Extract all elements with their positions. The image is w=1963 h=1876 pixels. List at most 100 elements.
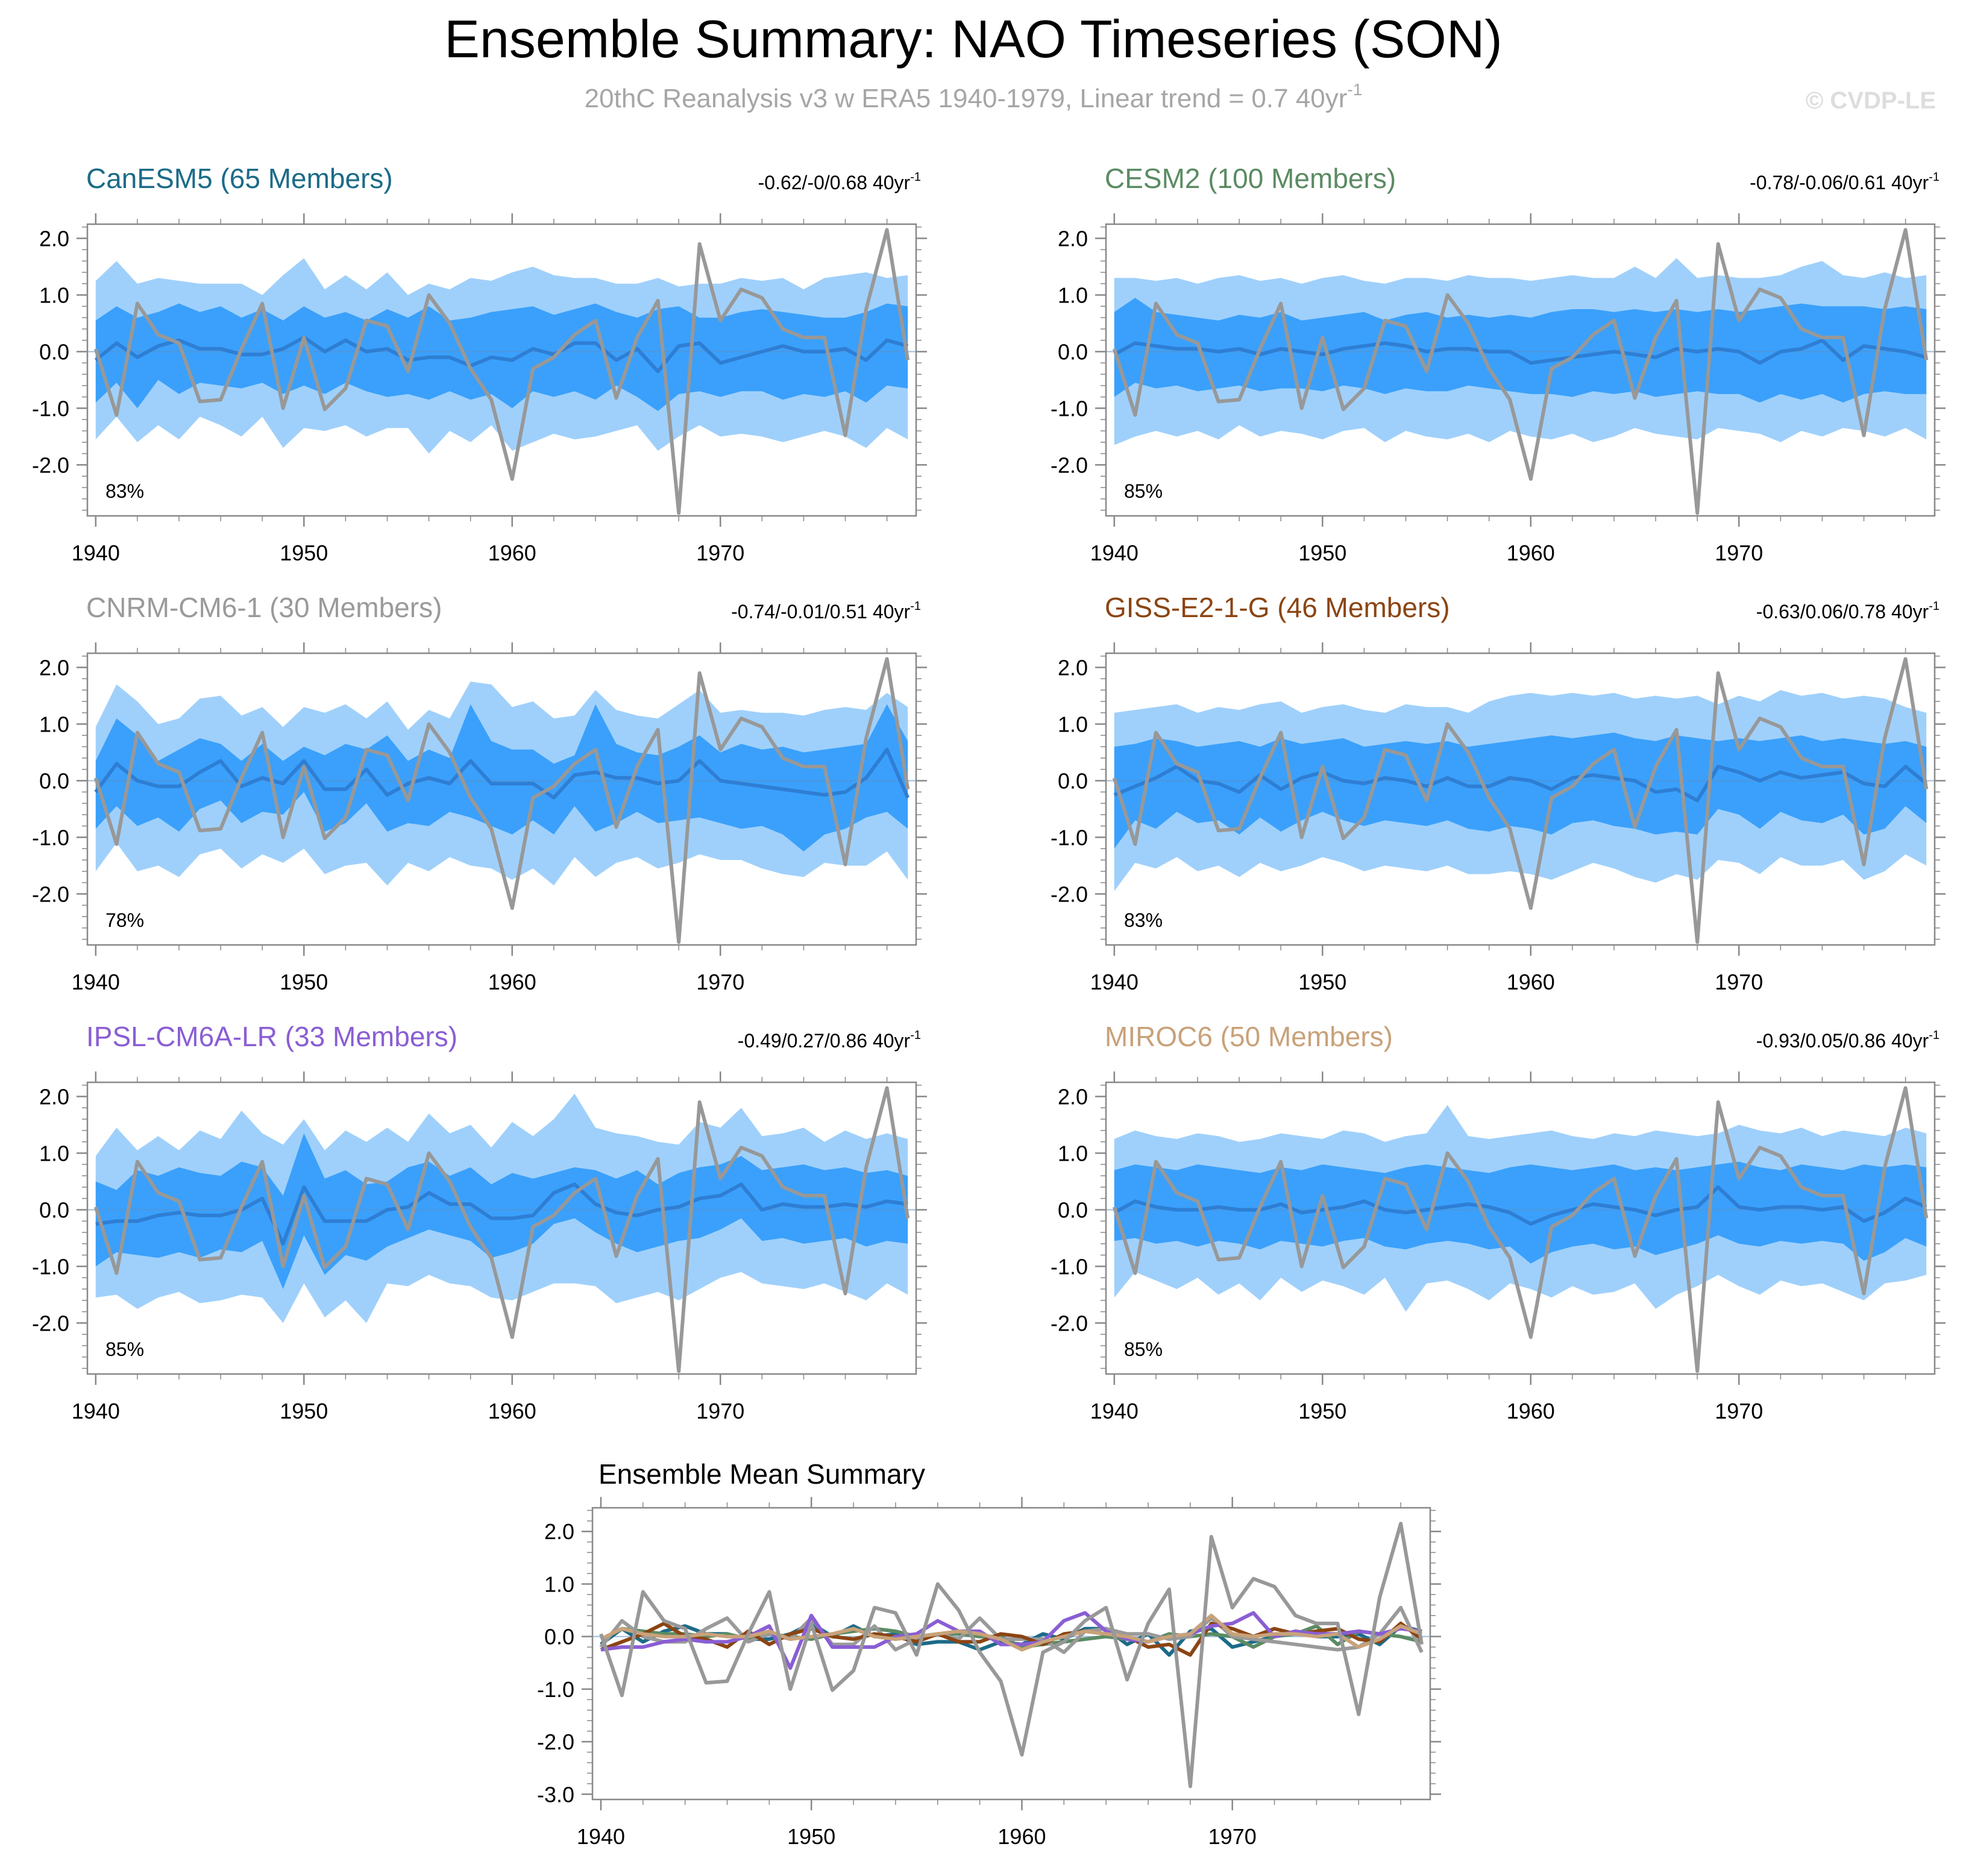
- y-tick-label: -2.0: [1051, 1311, 1088, 1335]
- panel-cnrm-cm6-1: 2.0 1.0 0.0 -1.0 -2.0 1940 1950 1960 1970 CNRM-CM…: [32, 592, 927, 994]
- y-tick-label: -1.0: [1051, 825, 1088, 850]
- plot-area: [592, 1508, 1430, 1799]
- y-tick-label: 1.0: [39, 1141, 69, 1165]
- observed-line: [1112, 228, 1929, 515]
- observed-line: [1112, 1086, 1929, 1373]
- watermark: © CVDP-LE: [1806, 87, 1936, 114]
- observed-line: [1112, 657, 1929, 944]
- x-tick-label: 1950: [1298, 1399, 1346, 1423]
- ensemble-mean-line: [95, 1182, 908, 1246]
- x-tick-label: 1970: [1715, 1399, 1763, 1423]
- x-tick-label: 1960: [488, 970, 536, 994]
- plot-frame: [86, 1081, 917, 1375]
- ensemble-mean-line: [1113, 1185, 1927, 1226]
- y-tick-label: -1.0: [32, 1254, 69, 1279]
- y-tick-label: 2.0: [544, 1519, 574, 1544]
- percent-label: 85%: [1124, 480, 1163, 502]
- x-tick-label: 1970: [1715, 541, 1763, 565]
- x-tick-label: 1940: [1090, 541, 1139, 565]
- trend-label-text: -0.78/-0.06/0.61 40yr: [1750, 172, 1929, 193]
- x-tick-label: 1950: [1298, 970, 1346, 994]
- trend-label-text: -0.63/0.06/0.78 40yr: [1756, 601, 1929, 623]
- x-tick-label: 1950: [787, 1824, 835, 1849]
- trend-label-superscript: -1: [1929, 171, 1939, 184]
- observed-line: [93, 1086, 910, 1373]
- plot-frame: [1105, 223, 1936, 517]
- x-tick-label: 1970: [696, 541, 744, 565]
- y-tick-label: 0.0: [1058, 1197, 1088, 1222]
- observed-line: [93, 228, 910, 515]
- trend-label-text: -0.93/0.05/0.86 40yr: [1756, 1030, 1929, 1052]
- x-tick-label: 1940: [72, 970, 120, 994]
- plot-frame: [86, 652, 917, 946]
- y-tick-label: -1.0: [1051, 1254, 1088, 1279]
- series-line-observed: [599, 1522, 1424, 1789]
- series-line-miroc6: [600, 1613, 1423, 1652]
- x-tick-label: 1940: [1090, 970, 1139, 994]
- y-tick-label: -2.0: [32, 1311, 69, 1335]
- x-tick-label: 1970: [1208, 1824, 1257, 1849]
- panel-cesm2: 2.0 1.0 0.0 -1.0 -2.0 1940 1950 1960 1970 CESM2 (…: [1051, 163, 1946, 565]
- trend-label: -0.93/0.05/0.86 40yr-1: [1756, 1029, 1939, 1052]
- x-tick-label: 1940: [72, 1399, 120, 1423]
- y-tick-label: 0.0: [39, 1197, 69, 1222]
- figure-subtitle: 20thC Reanalysis v3 w ERA5 1940-1979, Li…: [585, 80, 1363, 113]
- y-tick-label: 2.0: [39, 655, 69, 680]
- figure-title: Ensemble Summary: NAO Timeseries (SON): [444, 9, 1503, 69]
- y-tick-label: 2.0: [1058, 226, 1088, 251]
- x-tick-label: 1950: [280, 1399, 328, 1423]
- trend-label-text: -0.49/0.27/0.86 40yr: [738, 1030, 911, 1052]
- y-tick-label: -2.0: [537, 1730, 574, 1754]
- y-tick-label: -1.0: [1051, 396, 1088, 421]
- y-tick-label: 1.0: [1058, 283, 1088, 307]
- x-tick-label: 1940: [72, 541, 120, 565]
- y-tick-label: 0.0: [1058, 768, 1088, 793]
- panel-ipsl-cm6a-lr: 2.0 1.0 0.0 -1.0 -2.0 1940 1950 1960 1970 IPSL-CM…: [32, 1021, 927, 1423]
- inner-spread-band: [1114, 1161, 1927, 1264]
- trend-label-superscript: -1: [910, 600, 921, 613]
- y-tick-label: -2.0: [1051, 882, 1088, 906]
- panel-giss-e2-1-g: 2.0 1.0 0.0 -1.0 -2.0 1940 1950 1960 1970 GISS-E2…: [1051, 592, 1946, 994]
- trend-label-text: -0.62/-0/0.68 40yr: [758, 172, 911, 193]
- inner-spread-band: [1114, 298, 1927, 403]
- plot-frame: [1105, 652, 1936, 946]
- x-tick-label: 1960: [1507, 970, 1555, 994]
- ensemble-mean-line: [1113, 338, 1927, 365]
- trend-label-text: -0.74/-0.01/0.51 40yr: [731, 601, 910, 623]
- y-tick-label: 1.0: [1058, 1141, 1088, 1165]
- trend-label: -0.49/0.27/0.86 40yr-1: [738, 1029, 921, 1052]
- percent-label: 83%: [1124, 909, 1163, 931]
- y-tick-label: -3.0: [537, 1782, 574, 1807]
- y-tick-label: 0.0: [544, 1625, 574, 1649]
- y-tick-label: -1.0: [32, 825, 69, 850]
- trend-label-superscript: -1: [1929, 600, 1939, 613]
- x-tick-label: 1960: [488, 541, 536, 565]
- y-tick-label: 1.0: [1058, 712, 1088, 736]
- y-tick-label: 2.0: [39, 1084, 69, 1109]
- plot-frame: [1105, 1081, 1936, 1375]
- x-tick-label: 1960: [488, 1399, 536, 1423]
- plot-frame: [86, 223, 917, 517]
- x-tick-label: 1970: [696, 970, 744, 994]
- panels-layer: 2.0 1.0 0.0 -1.0 -2.0 1940 1950 1960 1970 CanESM5…: [32, 163, 1946, 1849]
- x-tick-label: 1950: [280, 541, 328, 565]
- percent-label: 83%: [105, 480, 144, 502]
- y-tick-label: -2.0: [1051, 453, 1088, 477]
- y-tick-label: 2.0: [1058, 1084, 1088, 1109]
- trend-label: -0.78/-0.06/0.61 40yr-1: [1750, 171, 1939, 193]
- y-tick-label: 1.0: [39, 283, 69, 307]
- ensemble-mean-line: [1113, 765, 1928, 803]
- inner-spread-band: [1114, 732, 1927, 849]
- y-tick-label: 1.0: [39, 712, 69, 736]
- inner-spread-band: [95, 704, 908, 852]
- plot-frame: [591, 1507, 1431, 1801]
- y-tick-label: 0.0: [39, 768, 69, 793]
- x-tick-label: 1960: [997, 1824, 1046, 1849]
- y-tick-label: -1.0: [537, 1677, 574, 1702]
- y-tick-label: 2.0: [1058, 655, 1088, 680]
- trend-label-superscript: -1: [1929, 1029, 1939, 1042]
- x-tick-label: 1950: [1298, 541, 1346, 565]
- x-tick-label: 1940: [577, 1824, 625, 1849]
